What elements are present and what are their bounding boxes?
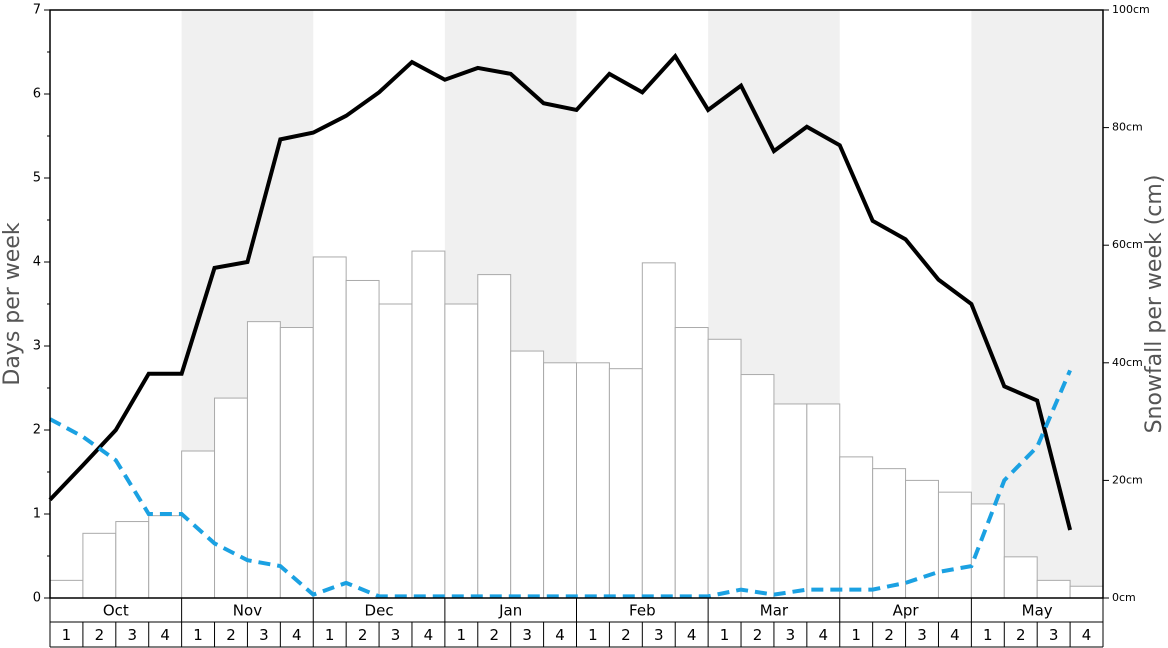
x-tick-label: 3 (391, 626, 401, 644)
bar (641, 262, 676, 599)
x-tick-label: 4 (819, 626, 829, 644)
x-tick-label: 1 (588, 626, 598, 644)
x-tick-label: 4 (292, 626, 302, 644)
x-tick-label: 3 (127, 626, 137, 644)
bar (806, 403, 841, 599)
month-shade (971, 10, 1103, 598)
x-tick-label: 4 (950, 626, 960, 644)
bar (148, 515, 183, 599)
bar (411, 250, 446, 599)
y2-tick-label: 0cm (1112, 591, 1136, 604)
x-tick-label: 4 (687, 626, 697, 644)
x-tick-label: 1 (62, 626, 72, 644)
bar (707, 338, 742, 599)
bar (937, 491, 972, 599)
x-tick-label: 2 (358, 626, 368, 644)
month-label: Dec (365, 602, 394, 620)
bar (82, 532, 117, 599)
y2-tick-label: 20cm (1112, 473, 1143, 486)
bar (872, 468, 907, 599)
y-tick-label: 5 (33, 171, 41, 186)
bar (1036, 579, 1071, 599)
y-tick-label: 4 (33, 255, 41, 270)
bar (543, 362, 577, 599)
bar (115, 521, 150, 599)
bar (1003, 556, 1038, 599)
x-tick-label: 3 (1049, 626, 1059, 644)
x-tick-label: 1 (851, 626, 861, 644)
bar (312, 256, 347, 599)
bar (674, 327, 709, 599)
x-tick-label: 3 (917, 626, 927, 644)
y-tick-label: 0 (33, 591, 41, 606)
bar (510, 350, 545, 599)
y-tick-label: 3 (33, 339, 41, 354)
y2-tick-label: 60cm (1112, 238, 1143, 251)
y2-axis-title: Snowfall per week (cm) (1142, 175, 1167, 434)
month-label: Apr (893, 602, 920, 620)
bar (279, 327, 314, 599)
month-label: May (1022, 602, 1053, 620)
bar (839, 456, 874, 599)
y2-tick-label: 80cm (1112, 121, 1143, 134)
x-tick-label: 3 (522, 626, 532, 644)
x-tick-label: 1 (193, 626, 203, 644)
bar (345, 279, 380, 599)
bar (1069, 585, 1104, 599)
y2-tick-label: 100cm (1112, 3, 1150, 16)
month-label: Oct (103, 602, 129, 620)
bar (378, 303, 413, 599)
x-tick-label: 3 (786, 626, 796, 644)
x-tick-label: 2 (1016, 626, 1026, 644)
bar (181, 450, 216, 599)
y-tick-label: 6 (33, 87, 41, 102)
bar (576, 362, 610, 599)
x-tick-label: 1 (325, 626, 335, 644)
month-label: Jan (498, 602, 522, 620)
x-tick-label: 4 (1082, 626, 1092, 644)
x-tick-label: 1 (720, 626, 730, 644)
y-tick-label: 7 (33, 3, 41, 18)
bar (773, 403, 808, 599)
y2-tick-label: 40cm (1112, 356, 1143, 369)
y-tick-label: 1 (33, 507, 41, 522)
bar (444, 303, 479, 599)
month-label: Feb (629, 602, 656, 620)
bar (477, 274, 512, 599)
month-label: Mar (760, 602, 789, 620)
x-tick-label: 1 (457, 626, 467, 644)
x-tick-label: 2 (95, 626, 105, 644)
x-tick-label: 3 (259, 626, 269, 644)
bar (214, 397, 248, 599)
bar (49, 579, 84, 599)
x-tick-label: 2 (753, 626, 763, 644)
x-tick-label: 4 (424, 626, 434, 644)
x-tick-label: 4 (160, 626, 170, 644)
bar (740, 374, 775, 599)
x-tick-label: 1 (983, 626, 993, 644)
bar (246, 321, 281, 599)
x-tick-label: 2 (226, 626, 236, 644)
x-tick-label: 2 (621, 626, 631, 644)
bar (608, 368, 643, 599)
month-label: Nov (233, 602, 262, 620)
y-tick-label: 2 (33, 423, 41, 438)
x-tick-label: 4 (555, 626, 565, 644)
line (48, 52, 1073, 531)
x-tick-label: 2 (489, 626, 499, 644)
x-tick-label: 3 (654, 626, 664, 644)
y-axis-title: Days per week (0, 222, 25, 385)
x-tick-label: 2 (884, 626, 894, 644)
